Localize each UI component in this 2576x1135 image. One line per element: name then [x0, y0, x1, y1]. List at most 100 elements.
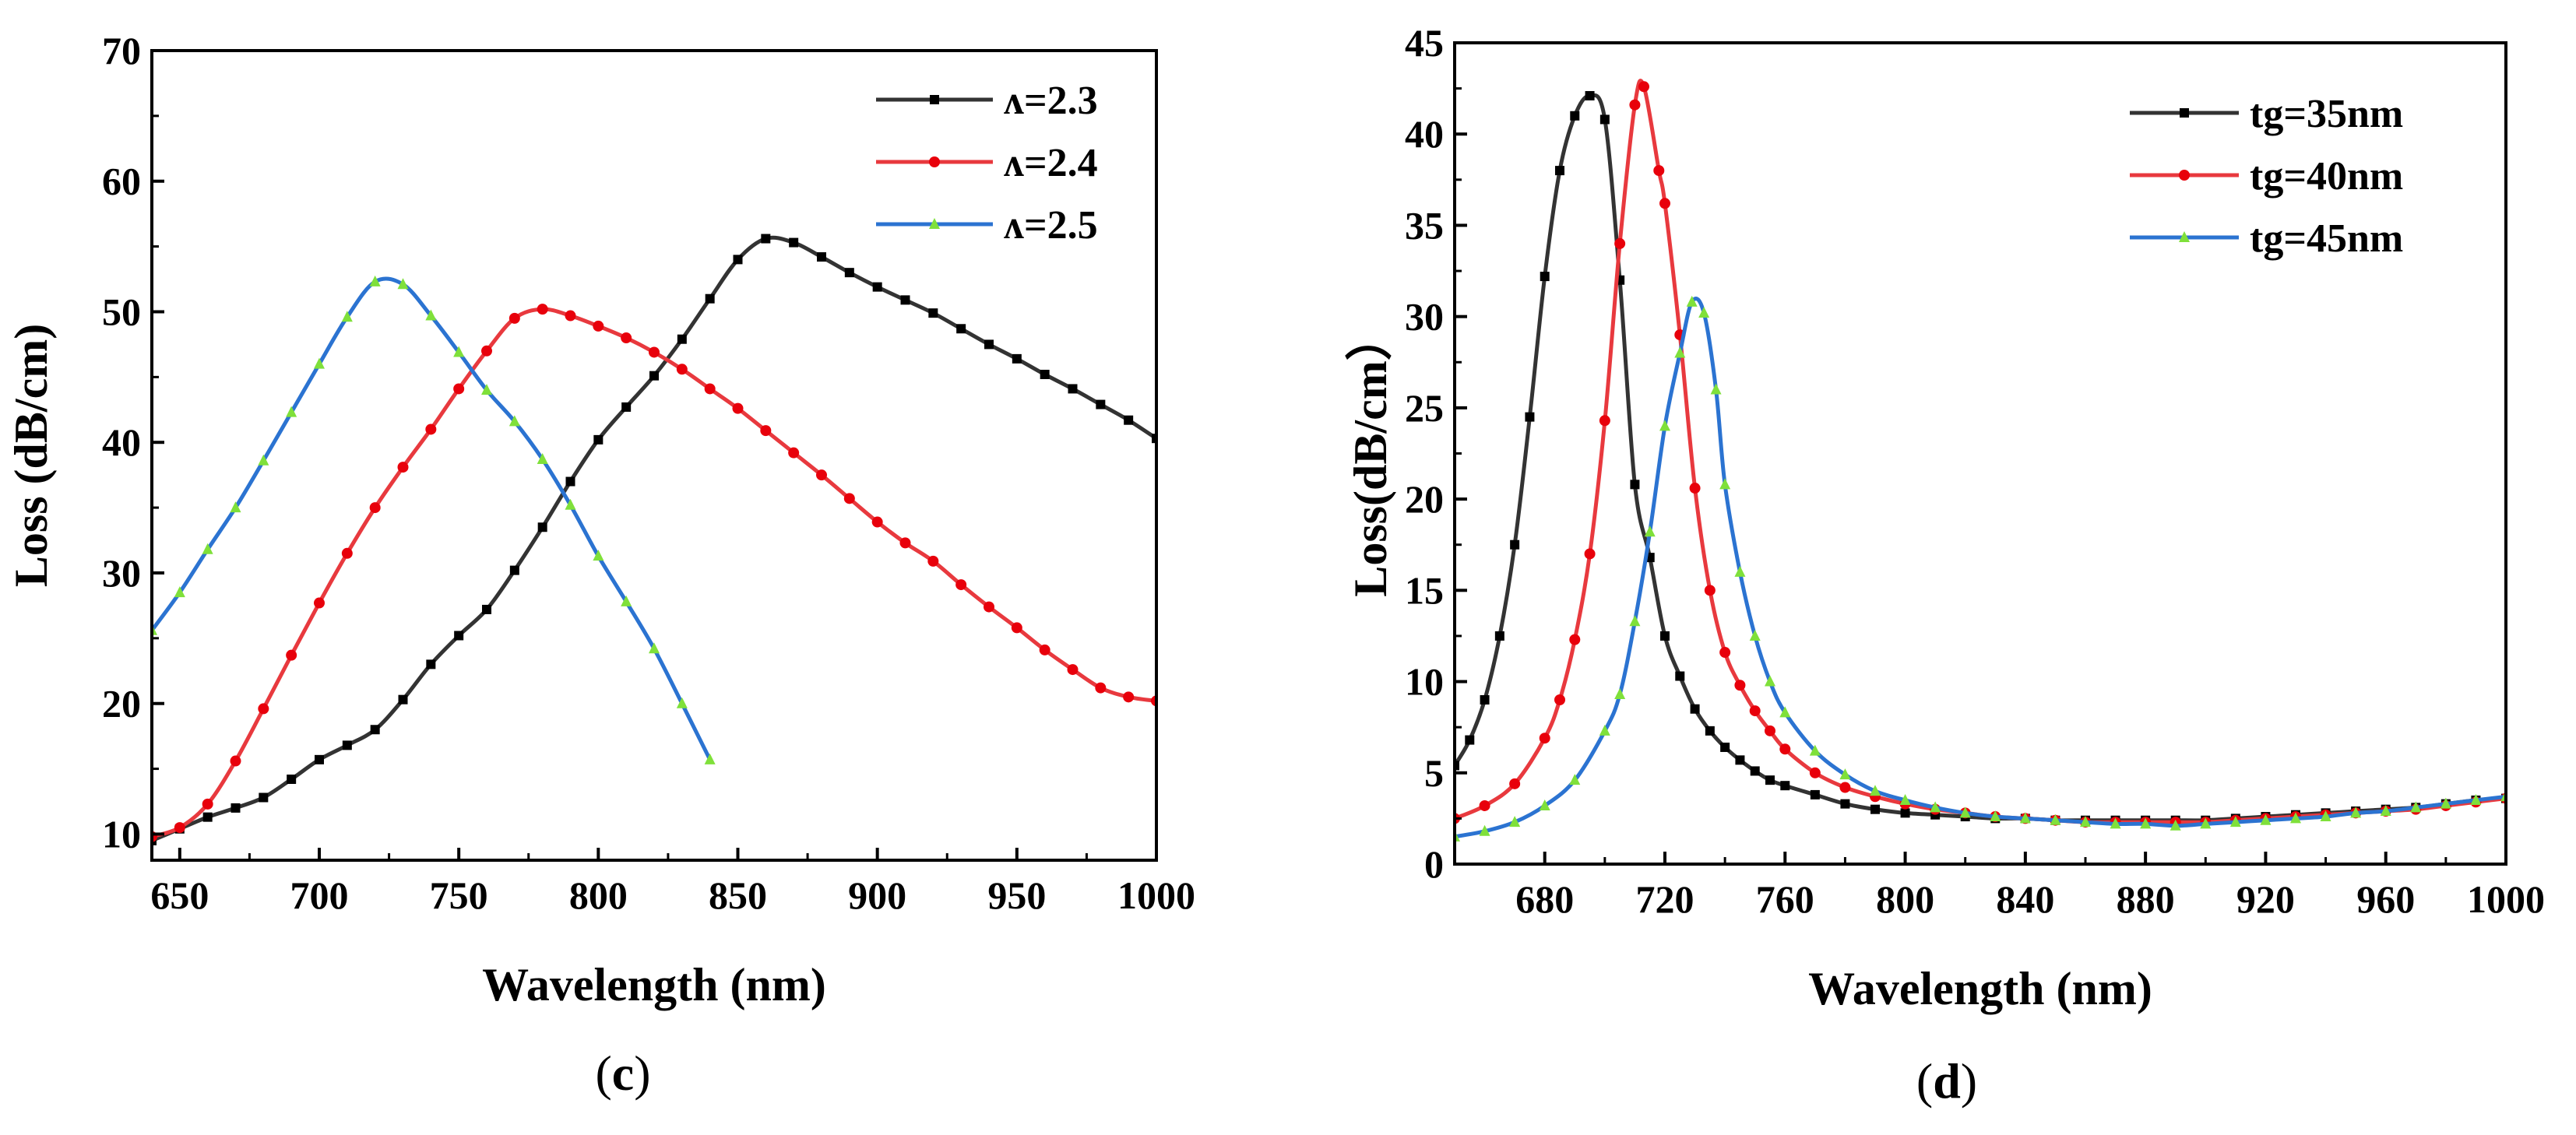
chart-c: 650 700 750 800 850 900 950 1000 10 20 30 40 50 60 70 W… [5, 29, 1195, 1101]
data-point-c-2-7 [341, 311, 353, 322]
data-point-c-1-34 [1095, 682, 1107, 694]
x-tick-label-d-1: 720 [1636, 877, 1694, 921]
data-point-d-1-22 [1839, 782, 1851, 793]
legend-label-d-2: tg=45nm [2250, 216, 2403, 261]
data-point-d-2-21 [1870, 785, 1881, 796]
panel-label-d: (d) [1916, 1053, 1977, 1109]
data-point-c-0-19 [677, 334, 687, 344]
y-tick-label-d-9: 45 [1405, 21, 1444, 65]
data-point-d-0-2 [1480, 695, 1490, 705]
data-point-d-0-26 [1900, 808, 1910, 818]
data-point-c-2-5 [286, 406, 297, 417]
data-point-d-1-5 [1569, 634, 1581, 645]
data-point-c-0-12 [482, 604, 491, 614]
data-point-c-0-2 [202, 812, 213, 822]
data-point-d-2-20 [1839, 768, 1851, 780]
data-point-c-0-6 [315, 754, 324, 764]
data-point-d-2-32 [2200, 817, 2212, 829]
data-point-c-2-16 [593, 550, 604, 561]
data-point-c-1-4 [258, 703, 269, 715]
panel-label-close-paren: ) [634, 1045, 650, 1101]
data-point-d-2-40 [2440, 797, 2451, 809]
data-point-d-2-25 [1990, 810, 2001, 822]
data-point-c-1-21 [732, 402, 744, 414]
data-point-c-2-10 [425, 309, 437, 321]
data-point-c-2-4 [258, 454, 269, 466]
x-tick-label-c-2: 750 [430, 873, 488, 917]
x-tick-label-d-0: 680 [1515, 877, 1574, 921]
data-point-d-2-11 [1686, 295, 1698, 307]
data-point-c-1-1 [174, 822, 185, 834]
data-point-c-2-13 [509, 415, 520, 427]
legend-marker-c-2 [929, 218, 940, 229]
data-point-c-1-29 [955, 579, 967, 591]
y-tick-label-d-3: 15 [1405, 568, 1444, 612]
data-point-d-2-36 [2320, 810, 2331, 822]
series-c-0 [152, 234, 1156, 845]
data-point-c-0-27 [900, 295, 910, 305]
data-point-c-0-29 [956, 324, 966, 334]
data-point-d-0-24 [1840, 799, 1850, 809]
data-point-d-1-17 [1734, 680, 1746, 691]
chart-d: 680 720 760 800 840 880 920 960 1000 0 5 10 15 20 25 30… [1344, 21, 2545, 1109]
data-point-c-0-9 [398, 694, 408, 705]
data-point-c-2-12 [481, 384, 492, 395]
data-point-d-2-12 [1698, 306, 1710, 318]
data-point-d-2-23 [1930, 801, 1941, 813]
data-point-d-1-8 [1614, 237, 1626, 249]
data-point-c-0-13 [509, 565, 519, 575]
data-point-d-2-8 [1644, 525, 1656, 537]
panel-label-letter: c [612, 1045, 634, 1101]
data-point-d-2-17 [1765, 675, 1775, 687]
data-point-c-1-12 [481, 345, 492, 357]
legend-marker-d-2 [2179, 231, 2190, 242]
data-point-d-1-9 [1629, 99, 1641, 111]
data-point-c-2-6 [314, 357, 325, 369]
data-point-c-0-11 [454, 631, 464, 641]
data-point-d-1-15 [1704, 585, 1716, 596]
data-point-c-1-13 [509, 312, 520, 324]
data-point-c-1-23 [788, 447, 800, 459]
data-point-c-0-10 [426, 659, 436, 669]
y-tick-label-d-7: 35 [1405, 203, 1444, 247]
data-point-c-0-16 [593, 434, 604, 445]
data-point-c-0-26 [872, 282, 882, 292]
data-point-d-2-35 [2290, 812, 2301, 824]
data-point-d-0-9 [1585, 90, 1595, 100]
series-c-1 [152, 304, 1156, 842]
data-point-d-2-27 [2050, 813, 2061, 825]
data-point-c-0-23 [789, 237, 799, 248]
data-point-d-1-1 [1479, 799, 1490, 811]
data-point-c-0-7 [342, 740, 352, 750]
data-point-c-2-19 [676, 697, 688, 708]
data-point-d-1-4 [1554, 694, 1565, 705]
data-point-c-1-28 [927, 555, 939, 567]
data-point-c-2-8 [369, 275, 381, 286]
y-tick-label-c-6: 70 [102, 29, 141, 72]
data-point-d-2-33 [2229, 816, 2241, 828]
panel-label-open-paren: ( [1916, 1053, 1933, 1109]
data-point-d-2-26 [2019, 812, 2031, 824]
data-point-c-0-28 [928, 308, 938, 318]
data-point-d-2-14 [1719, 478, 1731, 490]
data-point-c-1-5 [286, 649, 297, 661]
data-point-d-2-24 [1959, 806, 1971, 818]
data-point-d-2-7 [1629, 615, 1641, 627]
data-point-d-1-2 [1509, 778, 1521, 789]
data-point-c-1-15 [565, 310, 576, 322]
data-point-d-1-21 [1809, 767, 1821, 778]
data-point-d-0-22 [1780, 781, 1790, 791]
x-tick-label-d-5: 880 [2117, 877, 2175, 921]
data-point-c-0-25 [844, 268, 854, 278]
series-line-c-0 [152, 235, 1156, 843]
data-point-d-2-4 [1569, 774, 1581, 785]
y-tick-label-d-2: 10 [1405, 660, 1444, 704]
data-point-d-0-12 [1630, 480, 1640, 490]
data-point-c-0-35 [1124, 415, 1134, 425]
data-point-d-2-2 [1509, 816, 1521, 828]
data-point-c-2-17 [621, 595, 632, 606]
x-axis-title-c: Wavelength (nm) [482, 959, 826, 1010]
data-point-c-2-14 [537, 453, 548, 465]
data-point-c-0-30 [984, 339, 994, 350]
